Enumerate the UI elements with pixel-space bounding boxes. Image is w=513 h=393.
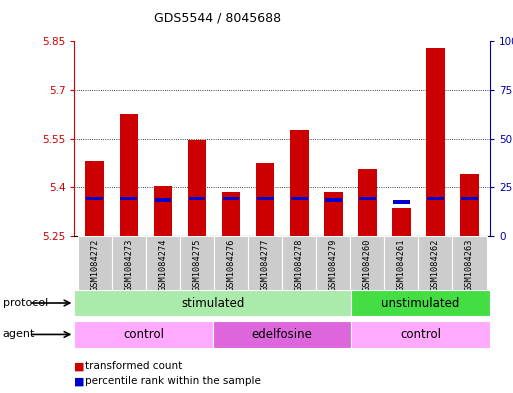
Bar <box>392 208 411 236</box>
Bar <box>291 196 308 200</box>
Text: edelfosine: edelfosine <box>252 328 312 341</box>
Bar <box>121 196 137 200</box>
Bar <box>426 48 445 236</box>
Bar <box>419 236 452 301</box>
Bar <box>452 236 486 301</box>
Text: GSM1084272: GSM1084272 <box>90 239 100 291</box>
Bar <box>316 236 350 301</box>
Bar <box>384 236 419 301</box>
Text: GSM1084279: GSM1084279 <box>329 239 338 291</box>
Bar <box>256 196 273 200</box>
Bar <box>188 140 206 236</box>
Text: percentile rank within the sample: percentile rank within the sample <box>85 376 261 386</box>
Bar <box>427 196 444 200</box>
Bar <box>223 196 240 200</box>
Text: GSM1084261: GSM1084261 <box>397 239 406 291</box>
Bar <box>120 114 138 236</box>
Bar <box>74 321 213 348</box>
Text: ■: ■ <box>74 361 85 371</box>
Text: protocol: protocol <box>3 298 48 308</box>
Bar <box>146 236 180 301</box>
Text: control: control <box>400 328 441 341</box>
Text: GSM1084260: GSM1084260 <box>363 239 372 291</box>
Bar <box>351 321 490 348</box>
Bar <box>350 236 384 301</box>
Bar <box>154 198 171 202</box>
Bar <box>189 196 205 200</box>
Bar <box>351 290 490 316</box>
Bar <box>282 236 316 301</box>
Text: GSM1084274: GSM1084274 <box>159 239 167 291</box>
Bar <box>325 198 342 202</box>
Bar <box>180 236 214 301</box>
Text: stimulated: stimulated <box>181 296 245 310</box>
Bar <box>86 161 104 236</box>
Text: ■: ■ <box>74 376 85 386</box>
Bar <box>214 236 248 301</box>
Text: GSM1084263: GSM1084263 <box>465 239 474 291</box>
Bar <box>290 130 308 236</box>
Text: GSM1084262: GSM1084262 <box>431 239 440 291</box>
Bar <box>78 236 112 301</box>
Bar <box>324 192 343 236</box>
Bar <box>461 196 478 200</box>
Text: agent: agent <box>3 329 35 340</box>
Bar <box>248 236 282 301</box>
Bar <box>393 200 410 204</box>
Bar <box>358 169 377 236</box>
Bar <box>153 185 172 236</box>
Bar <box>256 163 274 236</box>
Text: GSM1084278: GSM1084278 <box>294 239 304 291</box>
Bar <box>460 174 479 236</box>
Text: GDS5544 / 8045688: GDS5544 / 8045688 <box>154 12 281 25</box>
Bar <box>86 196 103 200</box>
Text: GSM1084273: GSM1084273 <box>124 239 133 291</box>
Text: control: control <box>123 328 164 341</box>
Text: GSM1084277: GSM1084277 <box>261 239 270 291</box>
Text: transformed count: transformed count <box>85 361 182 371</box>
Text: unstimulated: unstimulated <box>382 296 460 310</box>
Bar <box>213 321 351 348</box>
Text: GSM1084276: GSM1084276 <box>227 239 235 291</box>
Bar <box>74 290 351 316</box>
Bar <box>222 192 241 236</box>
Text: GSM1084275: GSM1084275 <box>192 239 202 291</box>
Bar <box>359 196 376 200</box>
Bar <box>112 236 146 301</box>
